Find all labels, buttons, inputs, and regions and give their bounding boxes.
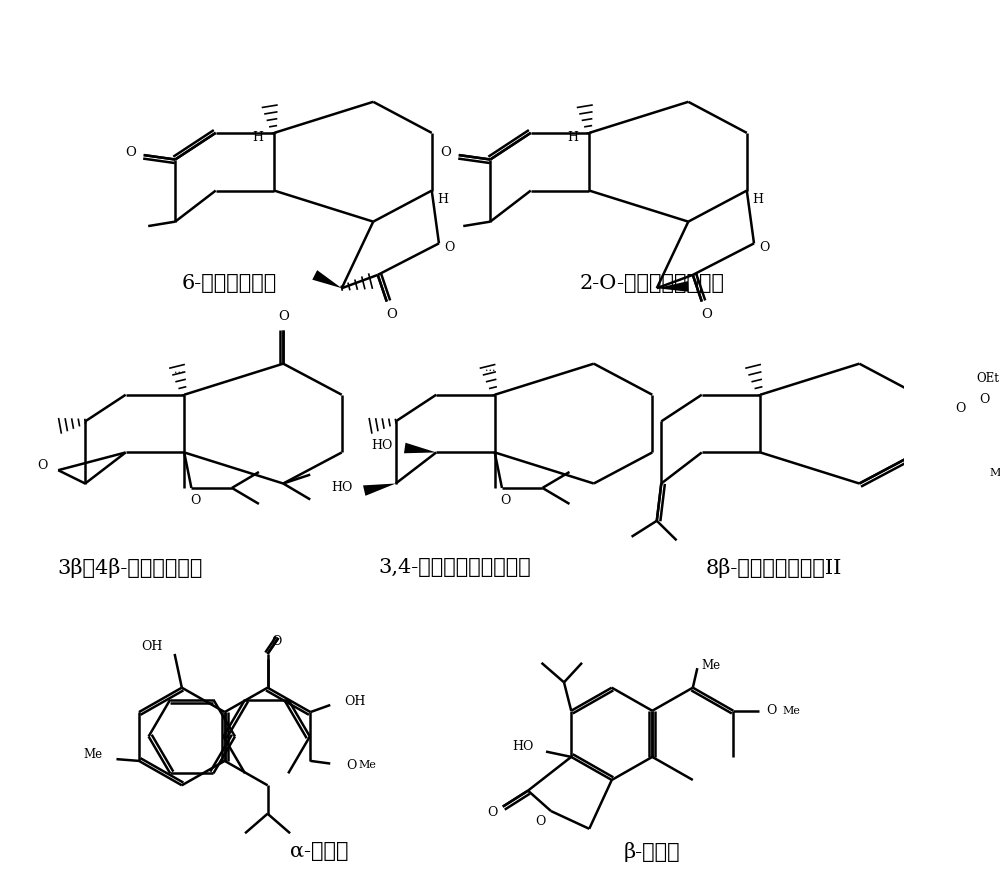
Text: O: O — [271, 635, 282, 648]
Text: Me: Me — [990, 468, 1000, 478]
Text: H: H — [568, 131, 579, 144]
Text: OH: OH — [141, 641, 163, 653]
Text: O: O — [126, 146, 137, 159]
Text: α-山道年: α-山道年 — [290, 842, 348, 861]
Text: O: O — [979, 392, 990, 406]
Text: O: O — [487, 806, 497, 819]
Text: OEt: OEt — [976, 372, 999, 384]
Text: H: H — [437, 193, 448, 206]
Text: O: O — [37, 460, 47, 472]
Text: O: O — [766, 704, 776, 718]
Text: O: O — [441, 146, 452, 159]
Text: O: O — [445, 241, 455, 254]
Text: H: H — [253, 131, 264, 144]
Text: OH: OH — [345, 695, 366, 708]
Text: O: O — [500, 494, 511, 507]
Text: HO: HO — [512, 740, 533, 753]
Text: 6-甲氧基半棉酚: 6-甲氧基半棉酚 — [182, 274, 277, 293]
Text: β-山道年: β-山道年 — [624, 842, 681, 862]
Text: Me: Me — [783, 706, 801, 716]
Text: H: H — [752, 193, 763, 206]
Text: O: O — [278, 310, 289, 323]
Text: O: O — [190, 494, 200, 507]
Text: O: O — [760, 241, 770, 254]
Text: Me: Me — [358, 761, 376, 771]
Polygon shape — [657, 281, 689, 292]
Text: 8β-乙氧基苍术内酯II: 8β-乙氧基苍术内酯II — [706, 558, 842, 578]
Text: 2-O-甲基异半棉酸内酯: 2-O-甲基异半棉酸内酯 — [580, 274, 725, 293]
Text: O: O — [535, 815, 545, 828]
Text: ...: ... — [485, 363, 496, 373]
Text: Me: Me — [702, 659, 721, 672]
Text: O: O — [386, 308, 397, 322]
Text: 3β，4β-环氧沉香呸喷: 3β，4β-环氧沉香呸喷 — [58, 558, 203, 578]
Text: ...: ... — [174, 365, 185, 375]
Polygon shape — [363, 484, 396, 495]
Polygon shape — [404, 443, 436, 453]
Polygon shape — [312, 270, 342, 289]
Text: O: O — [701, 308, 712, 322]
Text: 3,4-二羟基二氢沉香呸喷: 3,4-二羟基二氢沉香呸喷 — [378, 558, 531, 577]
Text: HO: HO — [331, 481, 353, 495]
Text: Me: Me — [84, 748, 103, 762]
Text: O: O — [955, 402, 965, 415]
Text: O: O — [346, 759, 357, 771]
Text: HO: HO — [372, 439, 393, 452]
